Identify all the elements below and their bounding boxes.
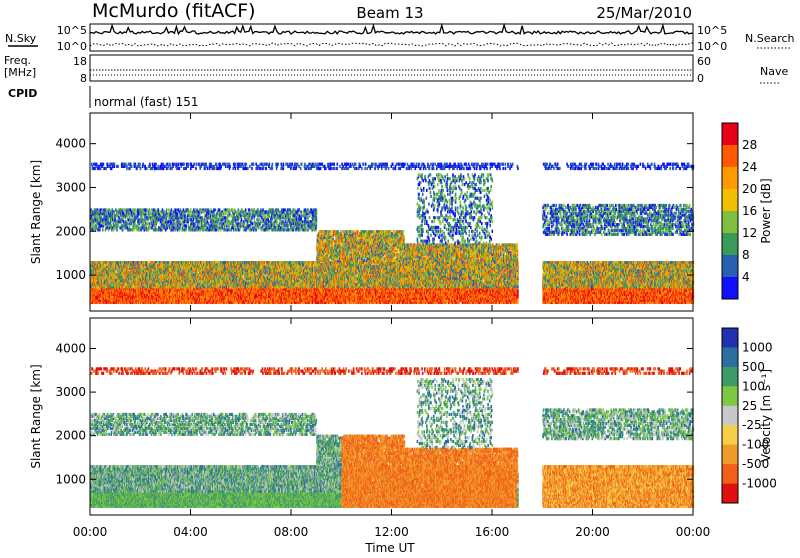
n-tick-low-right: 10^0 [697,40,727,53]
n-tick-high-left: 10^5 [57,24,87,37]
nave-tick-low: 0 [697,72,704,85]
echo-cells [90,163,694,304]
nave-tick-high: 60 [697,55,711,68]
date-label: 25/Mar/2010 [596,4,692,22]
n-tick-low-left: 10^0 [57,40,87,53]
freq-trace [90,70,693,75]
nsky-frame [90,24,693,51]
freq-panel: Freq. [MHz] 18 8 60 0 Nave [4,54,788,85]
n-tick-high-right: 10^5 [697,24,727,37]
nsearch-line [90,43,693,46]
freq-frame [90,55,693,81]
station-title: McMurdo (fitACF) [92,0,256,22]
nave-label: Nave [760,65,788,78]
cpid-label: CPID [8,87,37,100]
nsky-panel: N.Sky 10^5 10^0 10^5 10^0 N.Search [5,24,795,53]
freq-tick-high: 18 [73,55,87,68]
nsearch-label: N.Search [745,32,795,45]
freq-label-2: [MHz] [4,66,36,79]
rti-figure: McMurdo (fitACF) Beam 13 25/Mar/2010 N.S… [0,0,800,554]
nsky-line [90,25,693,34]
nsky-label: N.Sky [5,32,37,45]
nsky-trace [90,25,693,46]
beam-label: Beam 13 [356,4,423,22]
freq-tick-low: 8 [80,72,87,85]
cpid-text: normal (fast) 151 [94,95,198,109]
